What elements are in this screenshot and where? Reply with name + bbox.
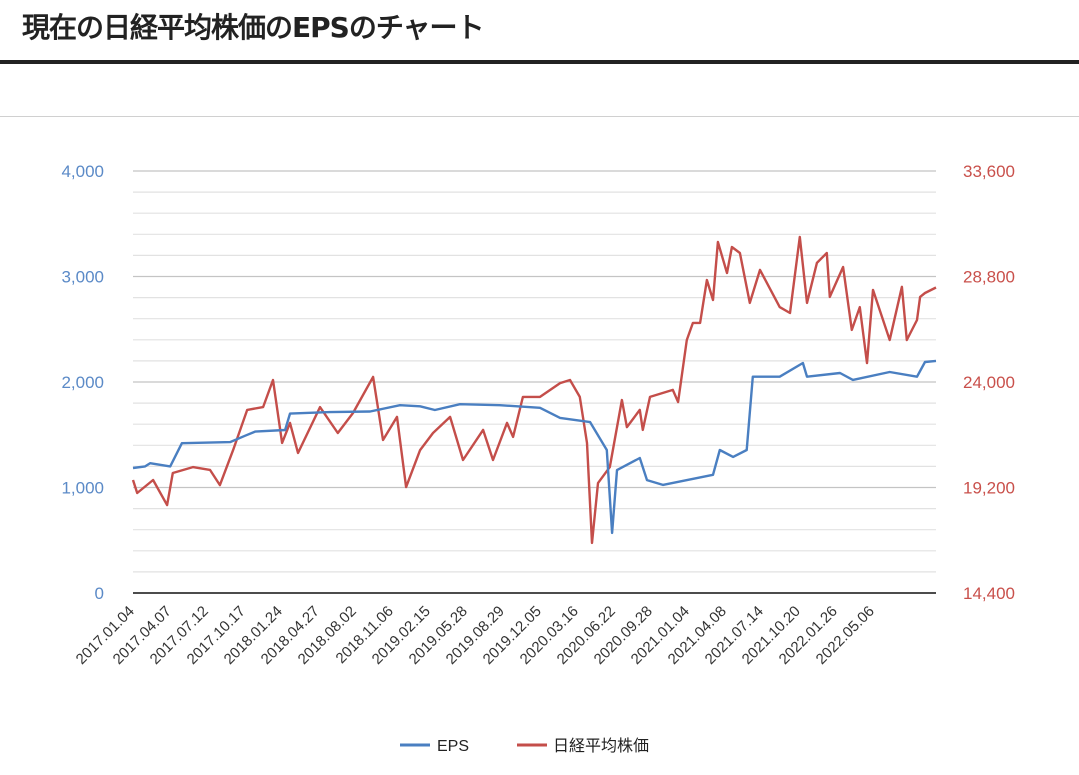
legend: EPS 日経平均株価 xyxy=(400,737,649,755)
left-tick-label: 4,000 xyxy=(61,162,104,181)
series-line-nikkei xyxy=(131,235,937,545)
legend-label: 日経平均株価 xyxy=(553,737,649,755)
right-tick-label: 24,000 xyxy=(963,373,1015,392)
left-tick-label: 1,000 xyxy=(61,479,104,498)
gridlines xyxy=(133,170,936,594)
right-tick-label: 14,400 xyxy=(963,584,1015,603)
left-tick-label: 3,000 xyxy=(61,268,104,287)
left-axis-ticks: 0 1,000 2,000 3,000 4,000 xyxy=(61,162,104,603)
right-tick-label: 33,600 xyxy=(963,162,1015,181)
left-tick-label: 0 xyxy=(95,584,104,603)
right-tick-label: 19,200 xyxy=(963,479,1015,498)
series-line-eps xyxy=(132,359,937,535)
divider xyxy=(0,116,1079,117)
page-title: 現在の日経平均株価のEPSのチャート xyxy=(22,11,485,44)
left-tick-label: 2,000 xyxy=(61,373,104,392)
right-tick-label: 28,800 xyxy=(963,268,1015,287)
right-axis-ticks: 14,400 19,200 24,000 28,800 33,600 xyxy=(963,162,1015,603)
title-underline xyxy=(0,60,1079,64)
legend-label: EPS xyxy=(437,738,469,755)
x-axis-ticks: 2017.01.042017.04.072017.07.122017.10.17… xyxy=(73,603,878,668)
series-lines xyxy=(131,235,937,545)
